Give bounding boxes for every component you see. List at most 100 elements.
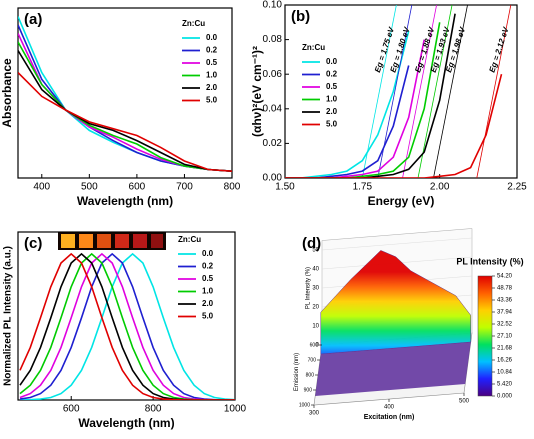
depth-axis-label: Emission (nm) xyxy=(294,353,300,391)
legend-label: 0.2 xyxy=(206,46,218,55)
panel-label: (b) xyxy=(291,8,310,25)
z-tick-label: 20 xyxy=(312,305,319,311)
plot-frame xyxy=(17,231,236,401)
panel-label: (c) xyxy=(24,235,42,252)
series-line xyxy=(18,41,232,172)
x-tick-label: 600 xyxy=(63,404,80,415)
y-axis-label: Absorbance xyxy=(0,58,14,128)
fit-line xyxy=(361,5,397,178)
x-tick-label: 1.75 xyxy=(353,182,373,193)
panel-label: (d) xyxy=(302,235,321,252)
series-line xyxy=(18,24,232,172)
fit-line xyxy=(476,5,512,178)
depth-tick-label: 600 xyxy=(310,342,319,348)
series-line xyxy=(285,13,456,178)
x-tick-label: 2.25 xyxy=(507,182,527,193)
x-tick-label: 1000 xyxy=(224,404,247,415)
z-tick-label: 50 xyxy=(312,248,319,254)
legend-label: 1.0 xyxy=(206,71,218,80)
x-axis-label: Wavelength (nm) xyxy=(78,416,174,430)
colorbar-tick-label: 32.52 xyxy=(497,322,513,328)
fit-line xyxy=(417,5,453,178)
legend-label: 1.0 xyxy=(202,287,214,296)
colorbar-tick-label: 43.36 xyxy=(497,298,513,304)
legend-label: 2.0 xyxy=(202,299,214,308)
series-line xyxy=(19,252,235,400)
depth-tick-label: 1000 xyxy=(299,402,310,408)
legend-title: Zn:Cu xyxy=(302,43,325,52)
x-tick-label: 800 xyxy=(145,404,162,415)
series-group xyxy=(18,16,232,172)
surface-back xyxy=(320,250,472,355)
legend-label: 1.0 xyxy=(326,95,338,104)
depth-tick-label: 700 xyxy=(308,357,317,363)
z-tick-label: 10 xyxy=(312,324,319,330)
depth-tick-label: 800 xyxy=(306,372,315,378)
colorbar-tick-label: 37.94 xyxy=(497,310,513,316)
series-line xyxy=(18,33,232,172)
z-axis-label: PL Intensity (%) xyxy=(306,267,312,309)
legend-label: 0.5 xyxy=(326,82,338,91)
panel-label: (a) xyxy=(24,11,42,28)
x-axis-label: Energy (eV) xyxy=(368,194,435,208)
z-tick-label: 30 xyxy=(312,286,319,292)
y-tick-label: 0.00 xyxy=(263,173,283,184)
surface-floor xyxy=(315,342,471,396)
series-line xyxy=(285,74,503,178)
legend-label: 5.0 xyxy=(206,96,218,105)
x-tick-label: 300 xyxy=(309,411,320,417)
legend-label: 0.2 xyxy=(326,70,338,79)
y-tick-label: 0.06 xyxy=(263,69,283,80)
x-tick-label: 2.00 xyxy=(430,182,450,193)
legend-label: 5.0 xyxy=(202,312,214,321)
series-line xyxy=(285,65,410,178)
x-tick-label: 1.50 xyxy=(275,182,295,193)
series-line xyxy=(285,39,425,178)
x-axis-label: Wavelength (nm) xyxy=(77,194,173,208)
x-tick-label: 500 xyxy=(459,399,470,405)
legend-label: 5.0 xyxy=(326,120,338,129)
colorbar-tick-label: 10.84 xyxy=(497,370,513,376)
fit-line xyxy=(433,5,468,178)
fit-line xyxy=(377,5,413,178)
legend-label: 0.5 xyxy=(206,58,218,67)
z-tick-label: 0 xyxy=(316,343,320,349)
depth-tick-label: 900 xyxy=(304,387,313,393)
series-group xyxy=(19,252,235,400)
x-tick-label: 700 xyxy=(176,182,193,193)
series-line xyxy=(19,252,235,400)
colorbar-tick-label: 21.68 xyxy=(497,346,513,352)
y-tick-label: 0.02 xyxy=(263,138,283,149)
legend-label: 0.0 xyxy=(326,57,338,66)
vial-image xyxy=(58,232,166,250)
legend-label: 0.2 xyxy=(202,262,214,271)
colorbar-title: PL Intensity (%) xyxy=(456,256,523,266)
colorbar-tick-label: 5.420 xyxy=(497,382,513,388)
series-group xyxy=(285,5,512,178)
z-grid-line xyxy=(321,237,473,251)
series-line xyxy=(285,30,410,178)
fit-line xyxy=(402,5,437,178)
y-tick-label: 0.04 xyxy=(263,103,283,114)
x-axis-label: Excitation (nm) xyxy=(364,414,415,421)
legend-label: 2.0 xyxy=(206,83,218,92)
colorbar-tick-label: 54.20 xyxy=(497,274,513,280)
series-line xyxy=(19,252,235,400)
series-line xyxy=(19,252,235,400)
y-tick-label: 0.08 xyxy=(263,34,283,45)
legend-label: 2.0 xyxy=(326,107,338,116)
x-tick-label: 400 xyxy=(33,182,50,193)
legend-label: 0.0 xyxy=(202,249,214,258)
colorbar xyxy=(477,275,493,397)
legend-label: 0.0 xyxy=(206,33,218,42)
x-tick-label: 400 xyxy=(384,405,395,411)
plot-frame xyxy=(17,7,233,179)
legend-label: 0.5 xyxy=(202,274,214,283)
z-tick-label: 40 xyxy=(312,267,319,273)
colorbar-tick-label: 27.10 xyxy=(497,334,513,340)
x-tick-label: 600 xyxy=(129,182,146,193)
legend-title: Zn:Cu xyxy=(182,19,205,28)
colorbar-tick-label: 48.78 xyxy=(497,286,513,292)
colorbar-tick-label: 16.26 xyxy=(497,358,513,364)
